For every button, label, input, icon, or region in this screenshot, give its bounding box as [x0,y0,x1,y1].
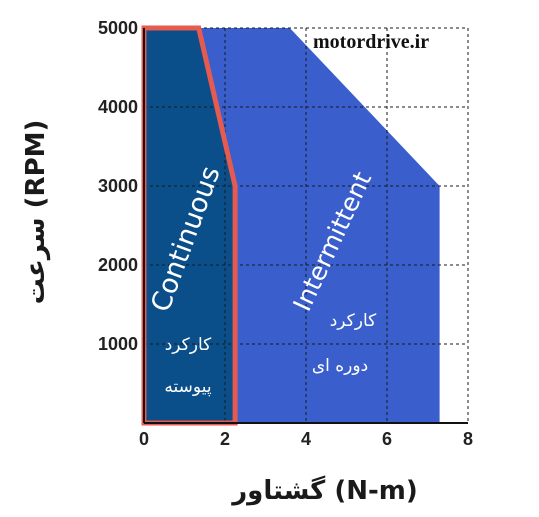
continuous-fa-line2: پیوسته [164,377,211,397]
intermittent-fa-line2: دوره ای [312,356,368,376]
ticks-layer: 0 2 4 6 8 1000 2000 3000 4000 5000 [98,18,473,449]
x-tick-label-2: 2 [220,429,230,449]
continuous-region [144,28,236,423]
x-axis-label: گشتاور (N-m) [230,475,418,506]
x-tick-label-6: 6 [382,429,392,449]
watermark-text: motordrive.ir [313,31,429,53]
x-tick-label-4: 4 [301,429,311,449]
y-tick-label-4000: 4000 [98,97,138,117]
y-tick-label-5000: 5000 [98,18,138,38]
intermittent-fa-line1: کارکرد [330,311,377,331]
y-tick-label-2000: 2000 [98,255,138,275]
continuous-fa-line1: کارکرد [165,335,212,355]
x-tick-label-8: 8 [463,429,473,449]
y-tick-label-3000: 3000 [98,176,138,196]
regions-layer [144,28,440,423]
x-tick-label-0: 0 [139,429,149,449]
axis-layer [143,28,468,424]
y-axis-label: سرعت (RPM) [21,120,51,305]
y-tick-label-1000: 1000 [98,334,138,354]
